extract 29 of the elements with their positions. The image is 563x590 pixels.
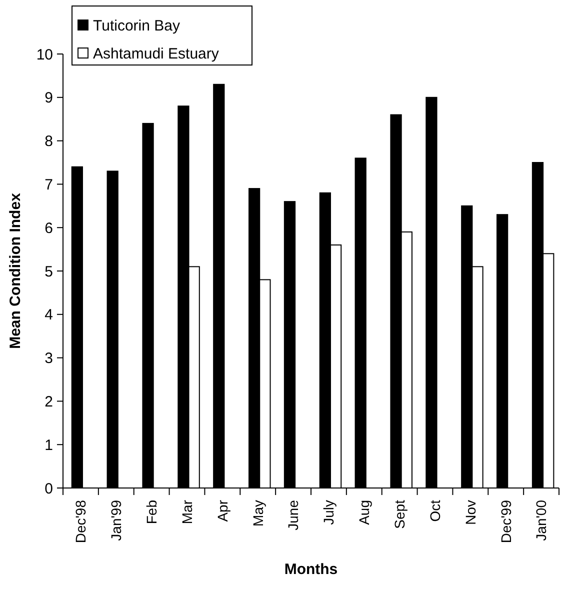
x-tick-label: Dec'99 bbox=[498, 500, 514, 544]
y-tick-label: 5 bbox=[44, 263, 53, 280]
x-tick-label: Feb bbox=[143, 500, 160, 524]
legend-label: Ashtamudi Estuary bbox=[93, 45, 220, 62]
y-tick-label: 4 bbox=[44, 306, 53, 324]
y-tick-label: 9 bbox=[44, 90, 53, 107]
x-tick-label: Mar bbox=[178, 500, 195, 524]
x-tick-label: Sept bbox=[391, 500, 408, 529]
x-tick-label: Oct bbox=[426, 500, 443, 522]
y-tick-label: 0 bbox=[44, 480, 53, 498]
y-tick-label: 1 bbox=[44, 436, 53, 454]
y-tick-label: 6 bbox=[44, 220, 53, 237]
x-tick-label: Apr bbox=[214, 500, 230, 522]
x-tick-label: Nov bbox=[462, 500, 478, 525]
y-axis-title: Mean Condition Index bbox=[7, 192, 24, 349]
x-tick-label: June bbox=[285, 500, 302, 530]
y-tick-label: 3 bbox=[44, 350, 53, 368]
x-tick-label: July bbox=[320, 500, 337, 525]
x-tick-label: Jan'99 bbox=[108, 500, 124, 541]
x-tick-label: Dec'98 bbox=[72, 500, 89, 544]
y-tick-label: 7 bbox=[44, 176, 53, 194]
x-tick-label: May bbox=[250, 500, 266, 526]
x-tick-label: Aug bbox=[356, 500, 372, 525]
x-axis-title: Months bbox=[284, 561, 338, 578]
y-tick-label: 2 bbox=[44, 393, 53, 410]
legend-label: Tuticorin Bay bbox=[93, 17, 180, 34]
y-tick-label: 8 bbox=[44, 133, 53, 150]
y-tick-label: 10 bbox=[36, 46, 53, 64]
x-tick-label: Jan'00 bbox=[533, 500, 550, 541]
